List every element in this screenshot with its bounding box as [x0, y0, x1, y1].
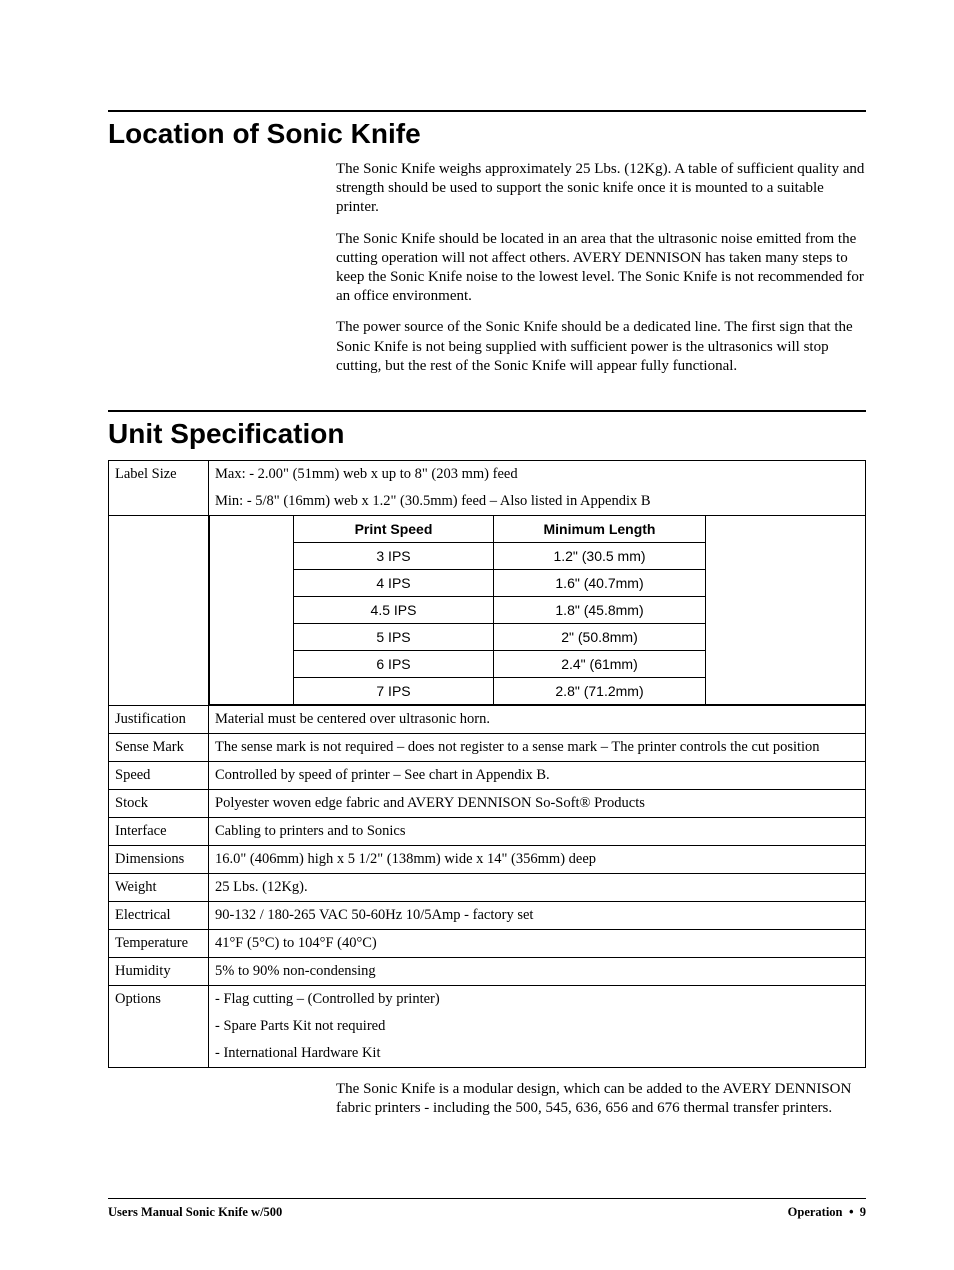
table-row: StockPolyester woven edge fabric and AVE…	[109, 789, 866, 817]
spec-value: 90-132 / 180-265 VAC 50-60Hz 10/5Amp - f…	[209, 901, 866, 929]
spec-value: Controlled by speed of printer – See cha…	[209, 761, 866, 789]
closing-body: The Sonic Knife is a modular design, whi…	[336, 1080, 866, 1118]
spec-line: Max: - 2.00" (51mm) web x up to 8" (203 …	[215, 466, 859, 483]
spec-line: - Spare Parts Kit not required	[215, 1018, 859, 1035]
table-row: Label Size Max: - 2.00" (51mm) web x up …	[109, 460, 866, 515]
para: The Sonic Knife weighs approximately 25 …	[336, 160, 866, 218]
table-row: Options - Flag cutting – (Controlled by …	[109, 985, 866, 1067]
para: The power source of the Sonic Knife shou…	[336, 318, 866, 376]
speed-header: Minimum Length	[494, 516, 706, 543]
spec-table: Label Size Max: - 2.00" (51mm) web x up …	[108, 460, 866, 1068]
table-row: InterfaceCabling to printers and to Soni…	[109, 817, 866, 845]
speed-cell: 2.8" (71.2mm)	[494, 677, 706, 704]
footer-right: Operation • 9	[788, 1205, 866, 1220]
speed-cell: 1.2" (30.5 mm)	[494, 542, 706, 569]
spec-label: Weight	[109, 873, 209, 901]
speed-cell: 1.8" (45.8mm)	[494, 596, 706, 623]
spec-value: 5% to 90% non-condensing	[209, 957, 866, 985]
footer-section: Operation	[788, 1205, 843, 1219]
speed-cell: 4.5 IPS	[294, 596, 494, 623]
speed-cell: 4 IPS	[294, 569, 494, 596]
spec-value: - Flag cutting – (Controlled by printer)…	[209, 985, 866, 1067]
heading-location: Location of Sonic Knife	[108, 118, 866, 150]
speed-cell: 2" (50.8mm)	[494, 623, 706, 650]
table-row: JustificationMaterial must be centered o…	[109, 705, 866, 733]
spec-line: Min: - 5/8" (16mm) web x 1.2" (30.5mm) f…	[215, 493, 859, 510]
spec-label: Sense Mark	[109, 733, 209, 761]
spec-value: 25 Lbs. (12Kg).	[209, 873, 866, 901]
speed-table-cell: Print Speed Minimum Length 3 IPS1.2" (30…	[209, 515, 866, 705]
spec-value: 16.0" (406mm) high x 5 1/2" (138mm) wide…	[209, 845, 866, 873]
spec-label: Label Size	[109, 460, 209, 515]
spec-line: - International Hardware Kit	[215, 1045, 859, 1062]
spec-value: Material must be centered over ultrasoni…	[209, 705, 866, 733]
spec-label-empty	[109, 515, 209, 705]
spec-label: Speed	[109, 761, 209, 789]
page-number: 9	[860, 1205, 866, 1219]
table-row: Print Speed Minimum Length 3 IPS1.2" (30…	[109, 515, 866, 705]
footer: Users Manual Sonic Knife w/500 Operation…	[108, 1198, 866, 1220]
spec-label: Stock	[109, 789, 209, 817]
speed-cell: 5 IPS	[294, 623, 494, 650]
spec-label: Temperature	[109, 929, 209, 957]
spec-label: Electrical	[109, 901, 209, 929]
spec-value: The sense mark is not required – does no…	[209, 733, 866, 761]
spec-label: Humidity	[109, 957, 209, 985]
speed-cell: 3 IPS	[294, 542, 494, 569]
speed-cell: 2.4" (61mm)	[494, 650, 706, 677]
speed-cell: 7 IPS	[294, 677, 494, 704]
footer-left: Users Manual Sonic Knife w/500	[108, 1205, 282, 1220]
spec-line: - Flag cutting – (Controlled by printer)	[215, 991, 859, 1008]
spec-label: Interface	[109, 817, 209, 845]
spec-label: Options	[109, 985, 209, 1067]
spec-value: Cabling to printers and to Sonics	[209, 817, 866, 845]
spec-value: Polyester woven edge fabric and AVERY DE…	[209, 789, 866, 817]
speed-cell: 6 IPS	[294, 650, 494, 677]
table-row: Weight25 Lbs. (12Kg).	[109, 873, 866, 901]
spec-value: Max: - 2.00" (51mm) web x up to 8" (203 …	[209, 460, 866, 515]
spec-label: Dimensions	[109, 845, 209, 873]
spec-label: Justification	[109, 705, 209, 733]
para: The Sonic Knife should be located in an …	[336, 230, 866, 307]
heading-spec: Unit Specification	[108, 418, 866, 450]
table-row: Sense MarkThe sense mark is not required…	[109, 733, 866, 761]
speed-cell: 1.6" (40.7mm)	[494, 569, 706, 596]
para: The Sonic Knife is a modular design, whi…	[336, 1080, 866, 1118]
spec-value: 41°F (5°C) to 104°F (40°C)	[209, 929, 866, 957]
speed-header: Print Speed	[294, 516, 494, 543]
table-row: Electrical90-132 / 180-265 VAC 50-60Hz 1…	[109, 901, 866, 929]
table-row: Dimensions16.0" (406mm) high x 5 1/2" (1…	[109, 845, 866, 873]
table-row: Temperature41°F (5°C) to 104°F (40°C)	[109, 929, 866, 957]
table-row: Humidity5% to 90% non-condensing	[109, 957, 866, 985]
section1-body: The Sonic Knife weighs approximately 25 …	[336, 160, 866, 376]
speed-table: Print Speed Minimum Length 3 IPS1.2" (30…	[293, 516, 706, 705]
table-row: SpeedControlled by speed of printer – Se…	[109, 761, 866, 789]
